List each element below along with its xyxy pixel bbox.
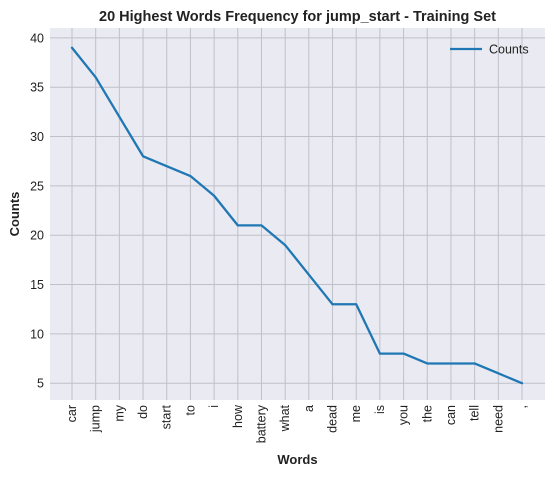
x-tick-label: , bbox=[515, 405, 529, 408]
x-tick-label: battery bbox=[254, 404, 268, 443]
x-tick-label: i bbox=[207, 405, 221, 408]
y-tick-label: 20 bbox=[30, 229, 44, 243]
x-tick-label: the bbox=[420, 405, 434, 422]
x-tick-label: you bbox=[397, 405, 411, 425]
legend-label-counts: Counts bbox=[489, 43, 529, 57]
x-tick-label: tell bbox=[468, 405, 482, 421]
x-tick-label: me bbox=[349, 405, 363, 422]
x-tick-label: what bbox=[278, 404, 292, 432]
y-tick-label: 40 bbox=[30, 31, 44, 45]
x-tick-label: a bbox=[302, 405, 316, 412]
x-tick-label: jump bbox=[89, 405, 103, 433]
y-tick-label: 10 bbox=[30, 327, 44, 341]
y-tick-label: 15 bbox=[30, 278, 44, 292]
x-axis-label: Words bbox=[277, 452, 317, 467]
y-tick-label: 35 bbox=[30, 81, 44, 95]
y-tick-label: 25 bbox=[30, 179, 44, 193]
x-tick-label: to bbox=[183, 405, 197, 415]
x-tick-label: start bbox=[160, 404, 174, 429]
y-tick-label: 5 bbox=[37, 377, 44, 391]
plot-area bbox=[50, 28, 545, 400]
x-tick-label: car bbox=[65, 405, 79, 422]
x-tick-label: dead bbox=[326, 405, 340, 433]
x-tick-label: do bbox=[136, 405, 150, 419]
x-tick-label: my bbox=[112, 404, 126, 421]
y-tick-label: 30 bbox=[30, 130, 44, 144]
x-tick-label: need bbox=[491, 405, 505, 433]
x-tick-label: can bbox=[444, 405, 458, 425]
x-tick-label: how bbox=[231, 404, 245, 428]
x-tick-label: is bbox=[373, 405, 387, 414]
y-axis-label: Counts bbox=[7, 192, 22, 237]
chart-title: 20 Highest Words Frequency for jump_star… bbox=[99, 9, 496, 25]
